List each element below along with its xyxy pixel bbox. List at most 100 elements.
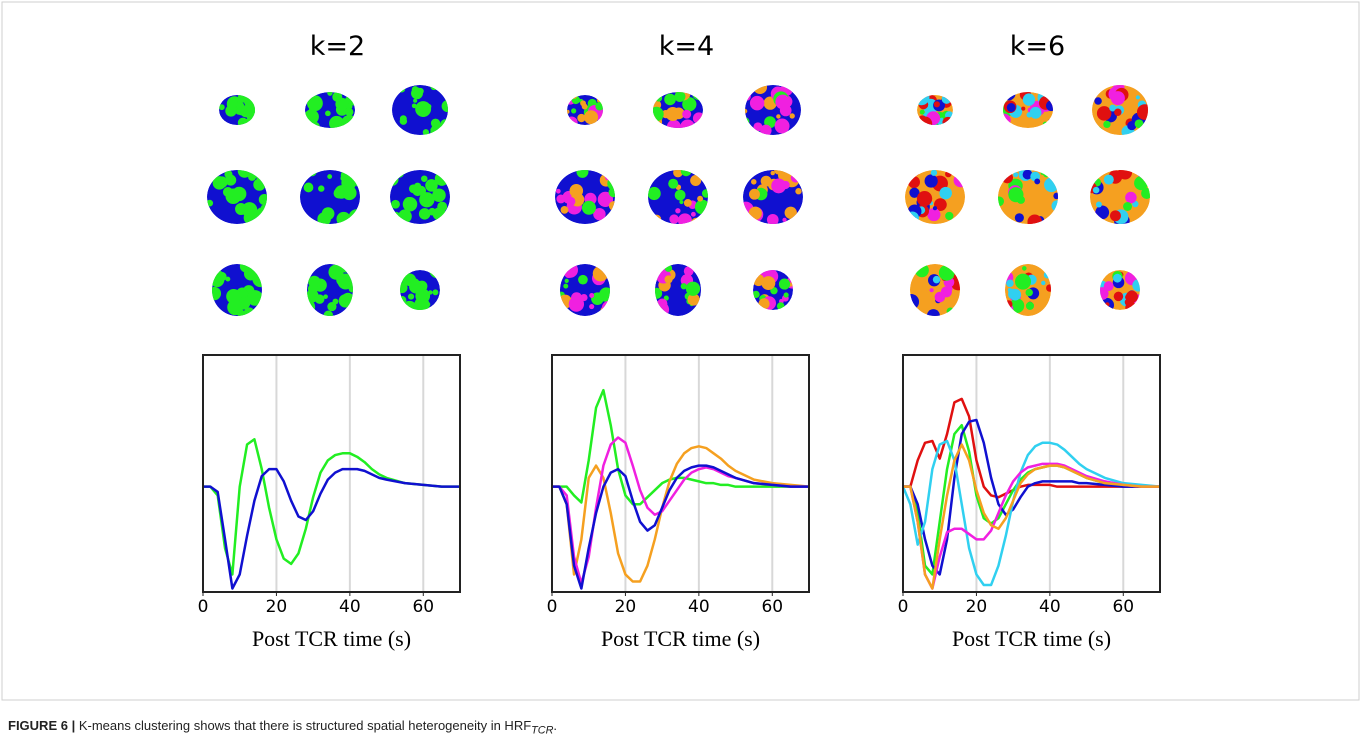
brain-cluster bbox=[589, 293, 594, 298]
brain-slice bbox=[1090, 81, 1153, 138]
brain-cluster bbox=[439, 211, 445, 217]
brain-cluster bbox=[1051, 200, 1062, 211]
brain-cluster bbox=[675, 208, 680, 213]
brain-cluster bbox=[565, 279, 569, 283]
brain-cluster bbox=[1027, 214, 1041, 228]
brain-slice bbox=[564, 92, 608, 129]
brain-cluster bbox=[1001, 86, 1015, 100]
brain-cluster bbox=[908, 299, 916, 307]
brain-cluster bbox=[593, 266, 609, 282]
brain-cluster bbox=[355, 171, 360, 176]
caption-subscript: TCR bbox=[531, 725, 553, 737]
brain-cluster bbox=[691, 218, 702, 229]
brain-cluster bbox=[1008, 187, 1023, 202]
brain-cluster bbox=[1104, 175, 1114, 185]
brain-cluster bbox=[1104, 281, 1114, 291]
caption-end: . bbox=[553, 718, 557, 733]
brain-cluster bbox=[398, 209, 412, 223]
x-tick-label: 40 bbox=[339, 597, 361, 617]
brain-cluster bbox=[1103, 121, 1110, 128]
brain-cluster bbox=[751, 179, 757, 185]
brain-cluster bbox=[697, 196, 703, 202]
brain-cluster bbox=[305, 292, 314, 301]
brain-slice bbox=[208, 260, 269, 318]
brain-slice bbox=[651, 264, 701, 317]
brain-cluster bbox=[595, 102, 603, 110]
brain-slice bbox=[301, 86, 360, 132]
brain-cluster bbox=[927, 309, 940, 322]
brain-cluster bbox=[1110, 210, 1121, 221]
x-tick-label: 20 bbox=[615, 597, 637, 617]
brain-cluster bbox=[684, 199, 692, 207]
brain-cluster bbox=[389, 179, 395, 185]
brain-cluster bbox=[1136, 95, 1140, 99]
brain-cluster bbox=[1125, 298, 1133, 306]
brain-cluster bbox=[1133, 304, 1141, 312]
brain-cluster bbox=[602, 301, 616, 315]
x-tick-label: 0 bbox=[198, 597, 209, 617]
brain-cluster bbox=[680, 120, 695, 135]
brain-cluster bbox=[327, 91, 332, 96]
brain-cluster bbox=[609, 187, 619, 197]
brain-cluster bbox=[1025, 289, 1032, 296]
brain-cluster bbox=[348, 265, 354, 271]
brain-cluster bbox=[945, 212, 953, 220]
x-tick-label: 0 bbox=[547, 597, 558, 617]
brain-cluster bbox=[391, 200, 400, 209]
brain-cluster bbox=[760, 125, 772, 137]
brain-cluster bbox=[749, 189, 760, 200]
brain-cluster bbox=[1046, 284, 1053, 291]
brain-cluster bbox=[419, 208, 431, 220]
brain-cluster bbox=[925, 174, 938, 187]
x-tick-label: 20 bbox=[966, 597, 988, 617]
brain-cluster bbox=[918, 117, 933, 132]
brain-cluster bbox=[606, 212, 619, 225]
brain-cluster bbox=[753, 80, 767, 94]
brain-cluster bbox=[428, 290, 432, 294]
brain-cluster bbox=[1093, 187, 1100, 194]
brain-cluster bbox=[1123, 202, 1132, 211]
brain-cluster bbox=[1030, 107, 1042, 119]
brain-cluster bbox=[745, 85, 754, 94]
brain-cluster bbox=[1006, 280, 1014, 288]
brain-cluster bbox=[666, 107, 680, 121]
brain-cluster bbox=[1114, 292, 1123, 301]
brain-cluster bbox=[216, 176, 227, 187]
brain-cluster bbox=[392, 212, 399, 219]
brain-cluster bbox=[785, 207, 797, 219]
brain-cluster bbox=[931, 170, 937, 176]
caption-text: K-means clustering shows that there is s… bbox=[79, 718, 531, 733]
brain-cluster bbox=[1043, 122, 1048, 127]
x-tick-label: 60 bbox=[412, 597, 434, 617]
brain-cluster bbox=[775, 119, 790, 134]
brain-cluster bbox=[771, 179, 786, 194]
plot-frame bbox=[903, 355, 1160, 592]
brain-cluster bbox=[790, 113, 795, 118]
brain-cluster bbox=[784, 292, 789, 297]
brain-cluster bbox=[568, 96, 572, 100]
brain-cluster bbox=[584, 110, 598, 124]
brain-cluster bbox=[1043, 171, 1050, 178]
brain-cluster bbox=[569, 262, 574, 267]
brain-cluster bbox=[664, 94, 676, 106]
brain-cluster bbox=[325, 111, 331, 117]
brain-cluster bbox=[431, 119, 440, 128]
brain-cluster bbox=[1002, 310, 1014, 322]
brain-cluster bbox=[1048, 119, 1053, 124]
brain-slice bbox=[558, 262, 616, 316]
brain-cluster bbox=[334, 188, 345, 199]
brain-slice bbox=[397, 263, 445, 316]
brain-cluster bbox=[655, 95, 662, 102]
brain-cluster bbox=[691, 212, 696, 217]
brain-cluster bbox=[1114, 109, 1121, 116]
brain-slice bbox=[737, 166, 803, 229]
brain-cluster bbox=[354, 175, 366, 187]
brain-cluster bbox=[752, 291, 759, 298]
brain-cluster bbox=[795, 84, 801, 90]
brain-cluster bbox=[225, 277, 230, 282]
brain-cluster bbox=[563, 284, 568, 289]
brain-cluster bbox=[1141, 188, 1152, 199]
brain-cluster bbox=[609, 201, 618, 210]
brain-cluster bbox=[667, 120, 681, 134]
brain-cluster bbox=[795, 188, 801, 194]
